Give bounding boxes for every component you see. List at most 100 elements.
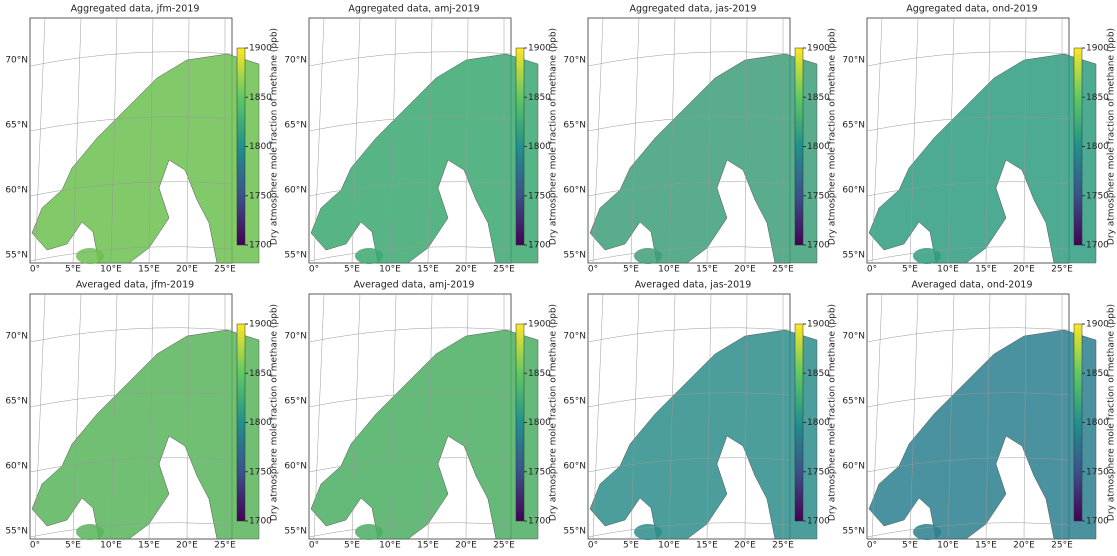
lon-label: 15°E xyxy=(975,541,997,551)
colorbar-label: Dry atmosphere mole fraction of methane … xyxy=(549,304,559,521)
lon-label: 20°E xyxy=(176,541,198,551)
lon-label: 5°E xyxy=(902,541,918,551)
lat-label: 60°N xyxy=(284,186,307,196)
lon-label: 25°E xyxy=(214,265,236,275)
lat-label: 65°N xyxy=(563,397,586,407)
panel-title: Aggregated data, jfm-2019 xyxy=(71,4,200,15)
lat-label: 70°N xyxy=(284,332,307,342)
lon-label: 25°E xyxy=(772,541,794,551)
colorbar-label: Dry atmosphere mole fraction of methane … xyxy=(1107,304,1117,521)
map-panel: Aggregated data, ond-2019 0° 5°E 10°E 15°E 20… xyxy=(842,4,1116,275)
figure: Aggregated data, jfm-2019 0° 5°E 10°E 15°E 20… xyxy=(0,0,1117,552)
lon-label: 0° xyxy=(588,541,598,551)
lon-label: 15°E xyxy=(696,541,718,551)
panel-title: Aggregated data, ond-2019 xyxy=(906,4,1037,15)
lon-label: 10°E xyxy=(379,541,401,551)
panel-title: Averaged data, jas-2019 xyxy=(635,280,752,291)
lon-label: 0° xyxy=(309,541,319,551)
lon-label: 25°E xyxy=(1051,265,1073,275)
lat-label: 65°N xyxy=(284,397,307,407)
lon-label: 10°E xyxy=(937,541,959,551)
lon-label: 10°E xyxy=(937,265,959,275)
lat-label: 55°N xyxy=(5,527,28,537)
map-panel: Averaged data, jas-2019 0° 5°E 10°E 15°E 20°E… xyxy=(563,280,837,551)
colorbar xyxy=(795,324,803,521)
lat-label: 70°N xyxy=(563,56,586,66)
lon-label: 5°E xyxy=(623,265,639,275)
lon-label: 20°E xyxy=(455,541,477,551)
colorbar xyxy=(1074,48,1082,245)
lat-label: 55°N xyxy=(842,251,865,261)
lat-label: 60°N xyxy=(563,186,586,196)
lon-label: 15°E xyxy=(138,541,160,551)
map-panel: Aggregated data, amj-20190°5°E10°E15°E20… xyxy=(284,4,558,275)
lat-label: 60°N xyxy=(842,462,865,472)
lat-label: 65°N xyxy=(5,397,28,407)
lon-label: 20°E xyxy=(734,265,756,275)
lon-label: 5°E xyxy=(902,265,918,275)
lon-label: 20°E xyxy=(1013,265,1035,275)
colorbar-label: Dry atmosphere mole fraction of methane … xyxy=(270,28,280,245)
lon-label: 25°E xyxy=(493,541,515,551)
lon-label: 10°E xyxy=(658,541,680,551)
panel-title: Averaged data, jfm-2019 xyxy=(76,280,194,291)
lon-label: 15°E xyxy=(417,541,439,551)
colorbar xyxy=(237,48,245,245)
lon-label: 15°E xyxy=(138,265,160,275)
lon-label: 0° xyxy=(867,541,877,551)
lon-label: 5°E xyxy=(344,541,360,551)
lat-label: 65°N xyxy=(284,121,307,131)
lon-label: 0° xyxy=(867,265,877,275)
lon-label: 25°E xyxy=(214,541,236,551)
lat-label: 55°N xyxy=(842,527,865,537)
lat-label: 70°N xyxy=(563,332,586,342)
lon-label: 0° xyxy=(30,541,40,551)
lat-label: 65°N xyxy=(842,121,865,131)
lat-label: 70°N xyxy=(842,332,865,342)
lat-label: 70°N xyxy=(842,56,865,66)
lat-label: 55°N xyxy=(5,251,28,261)
lon-label: 5°E xyxy=(65,541,81,551)
lat-label: 55°N xyxy=(563,527,586,537)
lat-label: 60°N xyxy=(5,462,28,472)
colorbar xyxy=(516,324,524,521)
map-panel: Averaged data, amj-2019 0° 5°E 10°E 15°E 20°E… xyxy=(284,280,558,551)
lat-label: 60°N xyxy=(284,462,307,472)
lon-label: 25°E xyxy=(493,265,515,275)
panel-title: Aggregated data, amj-2019 xyxy=(348,4,479,15)
lat-label: 60°N xyxy=(563,462,586,472)
lat-label: 65°N xyxy=(5,121,28,131)
lon-label: 15°E xyxy=(696,265,718,275)
lon-label: 10°E xyxy=(658,265,680,275)
colorbar-label: Dry atmosphere mole fraction of methane … xyxy=(549,28,559,245)
lon-label: 5°E xyxy=(65,265,81,275)
colorbar xyxy=(795,48,803,245)
colorbar-label: Dry atmosphere mole fraction of methane … xyxy=(1107,28,1117,245)
panel-title: Aggregated data, jas-2019 xyxy=(629,4,756,15)
panel-title: Averaged data, amj-2019 xyxy=(354,280,475,291)
lon-label: 5°E xyxy=(623,541,639,551)
lon-label: 0° xyxy=(588,265,598,275)
lon-label: 20°E xyxy=(455,265,477,275)
colorbar-label: Dry atmosphere mole fraction of methane … xyxy=(828,304,838,521)
lat-label: 55°N xyxy=(563,251,586,261)
lon-label: 20°E xyxy=(734,541,756,551)
lon-label: 20°E xyxy=(176,265,198,275)
lat-label: 65°N xyxy=(842,397,865,407)
lat-label: 70°N xyxy=(5,56,28,66)
colorbar-label: Dry atmosphere mole fraction of methane … xyxy=(270,304,280,521)
lon-label: 15°E xyxy=(417,265,439,275)
colorbar xyxy=(516,48,524,245)
lat-label: 60°N xyxy=(5,186,28,196)
lat-label: 60°N xyxy=(842,186,865,196)
lon-label: 25°E xyxy=(1051,541,1073,551)
colorbar xyxy=(1074,324,1082,521)
lon-label: 10°E xyxy=(100,265,122,275)
lon-label: 0° xyxy=(30,265,40,275)
lon-label: 10°E xyxy=(379,265,401,275)
lon-label: 25°E xyxy=(772,265,794,275)
lat-label: 55°N xyxy=(284,527,307,537)
lon-label: 15°E xyxy=(975,265,997,275)
